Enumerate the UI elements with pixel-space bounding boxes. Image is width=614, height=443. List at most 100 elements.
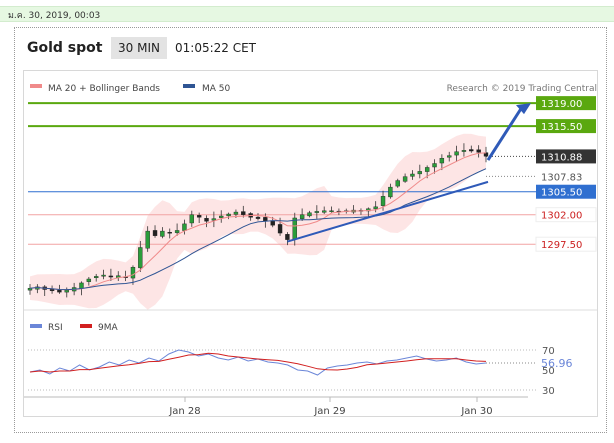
- candle-body-53: [417, 171, 422, 175]
- ma9-legend-label: 9MA: [98, 323, 118, 333]
- candle-body-55: [432, 163, 437, 168]
- candle-8: [86, 276, 92, 286]
- candle-59: [461, 143, 467, 157]
- candle-58: [454, 145, 459, 162]
- ma50-legend-swatch: [183, 84, 195, 88]
- candle-body-38: [307, 212, 312, 217]
- candle-body-19: [167, 232, 172, 234]
- candle-9: [94, 273, 99, 282]
- candle-35: [285, 232, 290, 246]
- candle-23: [196, 212, 202, 224]
- projection-arrow-head: [516, 103, 531, 115]
- candle-49: [388, 183, 393, 199]
- x-axis: Jan 28 Jan 29 Jan 30: [168, 397, 493, 417]
- candle-57: [447, 151, 452, 162]
- candle-60: [469, 145, 474, 153]
- candle-body-10: [101, 274, 106, 277]
- candle-27: [226, 212, 231, 220]
- x-tick-label-2: Jan 30: [460, 406, 492, 417]
- candle-38: [307, 210, 312, 218]
- candle-body-62: [483, 152, 489, 157]
- candle-body-17: [152, 230, 158, 236]
- candle-body-3: [49, 289, 55, 292]
- level-label-0: 1319.00: [541, 99, 582, 110]
- top-datetime-bar: ม.ค. 30, 2019, 00:03: [0, 6, 614, 22]
- candle-body-52: [410, 173, 415, 177]
- candle-body-16: [145, 230, 150, 249]
- candle-body-15: [138, 247, 143, 269]
- level-label-box-5: [535, 207, 597, 223]
- level-label-box-6: [535, 236, 597, 252]
- candle-body-28: [233, 211, 239, 215]
- rsi-legend-swatch: [30, 324, 42, 328]
- level-label-4: 1305.50: [541, 188, 582, 199]
- candle-body-21: [182, 223, 187, 231]
- ma20-legend-label: MA 20 + Bollinger Bands: [48, 84, 160, 94]
- candle-body-51: [402, 176, 408, 182]
- candle-body-29: [241, 211, 246, 215]
- chart-widget: [14, 27, 607, 433]
- candle-body-27: [226, 213, 231, 217]
- candle-56: [439, 154, 445, 171]
- candle-body-60: [469, 149, 474, 152]
- candle-body-26: [219, 215, 224, 218]
- candle-body-22: [189, 214, 194, 224]
- level-label-6: 1297.50: [541, 240, 582, 251]
- candle-body-39: [314, 211, 320, 213]
- instrument-title: Gold spot: [27, 40, 103, 56]
- candle-body-49: [388, 186, 393, 198]
- candle-52: [410, 170, 415, 180]
- candle-41: [329, 206, 334, 214]
- candle-51: [402, 173, 408, 183]
- candle-body-40: [322, 210, 327, 213]
- level-label-1: 1315.50: [541, 122, 582, 133]
- candle-body-23: [196, 215, 202, 218]
- candle-body-14: [130, 266, 136, 279]
- candle-16: [145, 226, 150, 252]
- candle-24: [204, 215, 209, 228]
- candle-15: [138, 240, 143, 272]
- candle-body-31: [255, 216, 261, 219]
- candle-body-36: [292, 217, 297, 240]
- candle-body-56: [439, 158, 445, 164]
- candle-body-37: [299, 214, 305, 219]
- ma50-legend-label: MA 50: [202, 84, 231, 94]
- level-label-5: 1302.00: [541, 211, 582, 222]
- level-label-box-1: [536, 119, 596, 134]
- candle-37: [299, 208, 305, 221]
- chart-time: 01:05:22 CET: [175, 41, 256, 55]
- top-datetime: ม.ค. 30, 2019, 00:03: [8, 11, 101, 21]
- rsi-legend-label: RSI: [48, 323, 63, 333]
- candle-body-7: [79, 282, 84, 289]
- candle-body-11: [108, 275, 114, 278]
- rsi-line: [29, 349, 487, 376]
- ma20-line: [29, 152, 487, 291]
- candle-body-54: [424, 167, 430, 172]
- candle-11: [108, 268, 114, 281]
- candle-body-59: [461, 150, 467, 152]
- candle-25: [211, 211, 217, 228]
- trendline-support: [287, 180, 489, 243]
- candle-body-47: [373, 206, 378, 210]
- rsi-last-value: 56.96: [541, 357, 573, 370]
- ma20-legend-swatch: [30, 84, 42, 88]
- candle-body-33: [270, 220, 275, 226]
- candle-body-25: [211, 218, 217, 221]
- candle-50: [395, 178, 400, 188]
- candle-body-18: [160, 230, 165, 237]
- candle-61: [476, 145, 481, 158]
- copyright-text: Research © 2019 Trading Central: [447, 84, 597, 94]
- candle-40: [322, 206, 327, 214]
- level-label-box-4: [536, 184, 596, 199]
- candle-body-24: [204, 218, 209, 222]
- candle-31: [255, 213, 261, 221]
- candle-body-57: [447, 155, 452, 158]
- candle-26: [219, 210, 224, 223]
- main-plot: 1319.00 1315.50 1310.88 1307.83 1305.50 1302.…: [27, 96, 597, 310]
- candle-body-20: [174, 230, 180, 233]
- timeframe-badge[interactable]: 30 MIN: [111, 37, 167, 59]
- candle-10: [101, 269, 106, 280]
- candle-body-5: [64, 289, 69, 293]
- projection-arrow-line: [486, 106, 524, 161]
